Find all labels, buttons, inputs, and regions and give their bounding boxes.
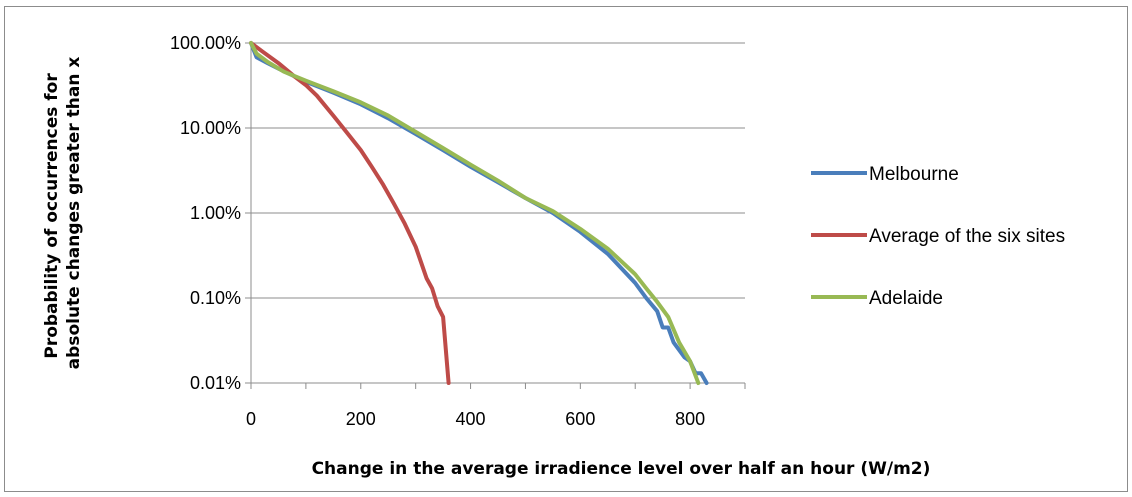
legend: Melbourne Average of the six sites Adelaid… [811, 164, 1065, 309]
y-tick-label: 0.10% [190, 288, 241, 308]
legend-label: Average of the six sites [869, 226, 1065, 247]
axes [245, 42, 746, 389]
x-tick-label: 200 [346, 409, 376, 429]
y-tick-label: 1.00% [190, 203, 241, 223]
series-line-adelaide [249, 41, 701, 385]
y-axis-title-line-1: Probability of occurrences for [42, 73, 62, 359]
chart-frame: 100.00% 10.00% 1.00% 0.10% 0.01% 0 200 400 600 8… [4, 6, 1128, 492]
x-tick-label: 0 [246, 409, 256, 429]
legend-label: Melbourne [869, 164, 959, 185]
chart: 100.00% 10.00% 1.00% 0.10% 0.01% 0 200 400 600 8… [42, 33, 1065, 479]
y-tick-label: 10.00% [180, 118, 241, 138]
legend-label: Adelaide [869, 288, 943, 309]
x-tick-label: 800 [675, 409, 705, 429]
y-axis-title: Probability of occurrences for absolute … [42, 57, 84, 370]
y-tick-label: 0.01% [190, 373, 241, 393]
series-lines [249, 41, 709, 385]
x-tick-label: 600 [565, 409, 595, 429]
y-tick-label: 100.00% [170, 33, 241, 53]
x-axis-title: Change in the average irradience level o… [312, 459, 931, 479]
x-tick-label: 400 [456, 409, 486, 429]
x-tick-labels: 0 200 400 600 800 [246, 409, 705, 429]
y-axis-title-line-2: absolute changes greater than x [64, 57, 84, 370]
y-tick-labels: 100.00% 10.00% 1.00% 0.10% 0.01% [170, 33, 241, 393]
